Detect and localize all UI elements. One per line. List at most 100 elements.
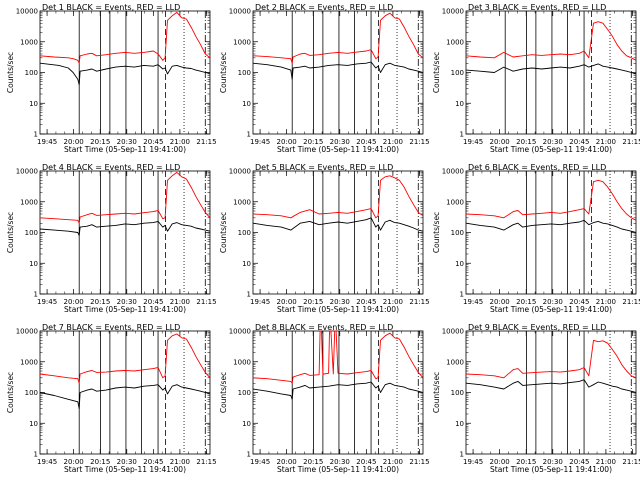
plot-frame <box>39 330 211 455</box>
y-tick-label: 1000 <box>446 38 464 46</box>
lld-series-line <box>252 12 424 64</box>
panel-9: 1 10 100 1000 10000 19:45 20:00 20:15 20:30 20:45… <box>432 323 640 474</box>
events-series-line <box>465 63 637 75</box>
lld-series-line <box>465 179 637 221</box>
y-tick-label: 1000 <box>20 198 38 206</box>
y-axis-label: Counts/sec <box>432 372 441 413</box>
x-tick-label: 20:30 <box>117 138 137 146</box>
panel-6: 1 10 100 1000 10000 19:45 20:00 20:15 20:30 20:45… <box>432 163 640 314</box>
x-tick-label: 20:15 <box>90 138 110 146</box>
y-tick-label: 1 <box>247 451 251 459</box>
y-tick-label: 1 <box>34 131 38 139</box>
x-tick-label: 21:15 <box>196 458 216 466</box>
events-series-line <box>39 384 211 410</box>
x-tick-label: 20:30 <box>543 138 563 146</box>
y-tick-label: 10 <box>242 100 251 108</box>
panel-2: 1 10 100 1000 10000 19:45 20:00 20:15 20:30 20:45… <box>219 3 430 154</box>
y-axis-label: Counts/sec <box>219 52 228 93</box>
y-axis-label: Counts/sec <box>6 212 15 253</box>
y-tick-label: 1000 <box>20 358 38 366</box>
lld-series-line <box>465 339 637 379</box>
x-tick-label: 19:45 <box>463 298 483 306</box>
x-tick-label: 21:00 <box>383 458 403 466</box>
x-tick-label: 20:45 <box>356 138 376 146</box>
panel-title: Det 3 BLACK = Events, RED = LLD <box>468 3 606 12</box>
panel-title: Det 1 BLACK = Events, RED = LLD <box>42 3 180 12</box>
lld-series-line <box>39 171 211 224</box>
x-axis-label: Start Time (05-Sep-11 19:41:00) <box>277 145 399 154</box>
y-tick-label: 10 <box>455 100 464 108</box>
x-tick-label: 21:15 <box>622 138 640 146</box>
x-axis-label: Start Time (05-Sep-11 19:41:00) <box>64 465 186 474</box>
x-tick-label: 21:15 <box>409 138 429 146</box>
panel-8: 1 10 100 1000 10000 19:45 20:00 20:15 20:30 20:45… <box>219 323 430 474</box>
y-tick-label: 10 <box>29 260 38 268</box>
x-tick-label: 19:45 <box>37 138 57 146</box>
x-tick-label: 21:00 <box>170 138 190 146</box>
x-axis-label: Start Time (05-Sep-11 19:41:00) <box>277 465 399 474</box>
events-series-line <box>39 62 211 86</box>
y-tick-label: 10 <box>29 420 38 428</box>
x-tick-label: 19:45 <box>37 298 57 306</box>
y-axis-label: Counts/sec <box>6 372 15 413</box>
x-tick-label: 20:30 <box>330 458 350 466</box>
x-axis-label: Start Time (05-Sep-11 19:41:00) <box>490 305 612 314</box>
plot-frame <box>252 10 424 135</box>
x-tick-label: 21:00 <box>170 298 190 306</box>
lld-series-line <box>465 21 637 61</box>
x-tick-label: 20:00 <box>490 458 510 466</box>
x-tick-label: 20:45 <box>143 458 163 466</box>
y-tick-label: 10 <box>242 420 251 428</box>
y-tick-label: 10 <box>29 100 38 108</box>
x-tick-label: 20:30 <box>330 138 350 146</box>
events-series-line <box>252 381 424 400</box>
y-axis-label: Counts/sec <box>6 52 15 93</box>
x-tick-label: 20:30 <box>543 458 563 466</box>
x-axis-label: Start Time (05-Sep-11 19:41:00) <box>64 305 186 314</box>
y-tick-label: 1000 <box>20 38 38 46</box>
y-axis-label: Counts/sec <box>432 212 441 253</box>
x-tick-label: 20:15 <box>516 458 536 466</box>
y-tick-label: 100 <box>25 229 38 237</box>
x-tick-label: 19:45 <box>250 458 270 466</box>
x-tick-label: 20:00 <box>277 458 297 466</box>
y-tick-label: 10 <box>455 260 464 268</box>
x-tick-label: 21:15 <box>409 458 429 466</box>
x-tick-label: 21:00 <box>383 298 403 306</box>
y-tick-label: 100 <box>451 389 464 397</box>
events-series-line <box>465 219 637 233</box>
y-tick-label: 100 <box>238 389 251 397</box>
y-tick-label: 10000 <box>442 8 464 16</box>
y-tick-label: 10000 <box>16 168 38 176</box>
panel-title: Det 7 BLACK = Events, RED = LLD <box>42 323 180 332</box>
x-tick-label: 20:30 <box>117 458 137 466</box>
x-tick-label: 21:15 <box>622 458 640 466</box>
events-series-line <box>39 220 211 236</box>
events-series-line <box>465 379 637 393</box>
x-axis-label: Start Time (05-Sep-11 19:41:00) <box>490 465 612 474</box>
panel-title: Det 9 BLACK = Events, RED = LLD <box>468 323 606 332</box>
x-axis-label: Start Time (05-Sep-11 19:41:00) <box>490 145 612 154</box>
panel-7: 1 10 100 1000 10000 19:45 20:00 20:15 20:30 20:45… <box>6 323 217 474</box>
y-axis-label: Counts/sec <box>432 52 441 93</box>
panel-4: 1 10 100 1000 10000 19:45 20:00 20:15 20:30 20:45… <box>6 163 217 314</box>
x-tick-label: 20:00 <box>277 138 297 146</box>
x-tick-label: 20:45 <box>143 138 163 146</box>
x-tick-label: 19:45 <box>250 298 270 306</box>
events-series-line <box>252 61 424 80</box>
events-series-line <box>252 217 424 232</box>
x-tick-label: 20:15 <box>90 458 110 466</box>
plot-frame <box>465 330 637 455</box>
panel-title: Det 2 BLACK = Events, RED = LLD <box>255 3 393 12</box>
lld-series-line <box>252 330 424 384</box>
y-tick-label: 10000 <box>229 8 251 16</box>
panel-title: Det 6 BLACK = Events, RED = LLD <box>468 163 606 172</box>
x-tick-label: 21:15 <box>622 298 640 306</box>
x-tick-label: 21:00 <box>596 458 616 466</box>
x-tick-label: 21:00 <box>596 138 616 146</box>
x-tick-label: 20:15 <box>90 298 110 306</box>
y-tick-label: 1 <box>460 291 464 299</box>
y-tick-label: 10000 <box>442 168 464 176</box>
x-tick-label: 20:15 <box>516 138 536 146</box>
x-tick-label: 20:15 <box>303 298 323 306</box>
